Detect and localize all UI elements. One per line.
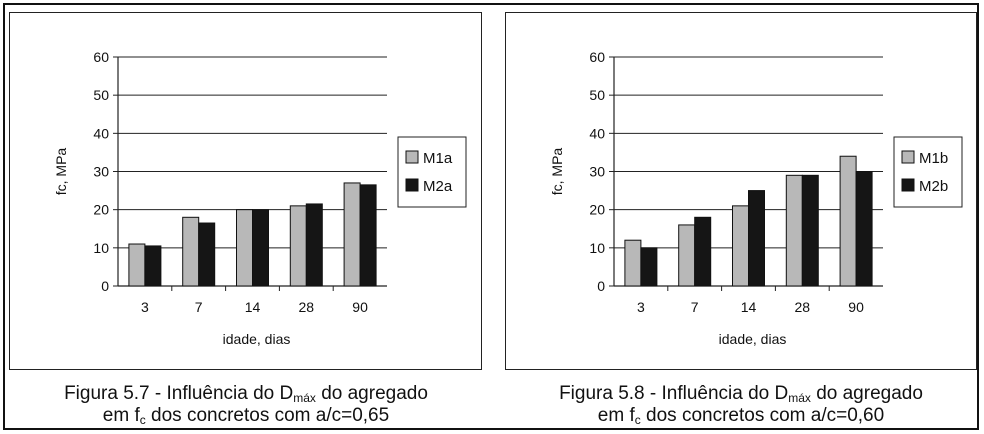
x-tick-label: 28 — [795, 299, 811, 315]
y-tick-label: 10 — [93, 240, 109, 256]
x-tick-label: 14 — [245, 299, 261, 315]
bar-m2a — [359, 184, 377, 287]
bar-m1b — [732, 205, 749, 287]
legend-label: M1b — [919, 150, 948, 167]
y-tick-label: 0 — [597, 278, 605, 294]
bar-m1a — [236, 209, 253, 287]
y-tick-label: 20 — [589, 202, 605, 218]
caption-text: do agregado — [810, 383, 923, 404]
bar-m2a — [144, 245, 162, 287]
caption-text: Figura 5.7 - Influência do D — [64, 383, 294, 404]
bar-m1a — [343, 182, 361, 287]
legend-swatch — [405, 150, 419, 164]
bar-m1a — [128, 243, 146, 287]
caption-subscript: c — [634, 413, 641, 427]
chart-figure-5-8: 0 10 20 30 40 50 60 3 7 14 28 90 idade, dias fc, MPa M… — [505, 12, 977, 370]
bar-m1a — [289, 205, 307, 287]
bar-m2a — [252, 209, 269, 287]
x-tick-label: 90 — [848, 299, 864, 315]
bar-m2b — [801, 174, 819, 287]
bar-m2a — [198, 222, 216, 287]
caption-text: em f — [102, 405, 140, 426]
caption-line-1: Figura 5.7 - Influência do Dmáx do agreg… — [0, 383, 492, 405]
y-tick-label: 0 — [101, 278, 109, 294]
x-tick-label: 3 — [637, 299, 645, 315]
caption-subscript: máx — [788, 391, 811, 405]
bar-m1b — [785, 174, 803, 287]
bar-m2b — [640, 247, 658, 287]
caption-text: em f — [597, 405, 635, 426]
y-tick-label: 60 — [589, 49, 605, 65]
y-axis-label: fc, MPa — [53, 148, 69, 196]
x-tick-label: 28 — [299, 299, 315, 315]
y-tick-label: 60 — [93, 49, 109, 65]
y-tick-label: 30 — [589, 164, 605, 180]
bar-m2a — [305, 203, 323, 287]
bar-m2b — [748, 190, 765, 287]
chart-figure-5-7: 0 10 20 30 40 50 60 3 7 14 28 90 idade, dias fc, MPa M… — [9, 12, 482, 370]
legend-label: M2a — [423, 178, 453, 195]
y-tick-label: 10 — [589, 240, 605, 256]
y-axis-label: fc, MPa — [549, 148, 565, 196]
bar-m2b — [855, 171, 873, 287]
x-axis-label: idade, dias — [719, 331, 787, 347]
legend-box — [397, 136, 467, 208]
x-tick-label: 90 — [352, 299, 368, 315]
y-tick-label: 40 — [93, 125, 109, 141]
bar-m2b — [694, 216, 712, 287]
x-tick-label: 7 — [691, 299, 699, 315]
caption-line-2: em fc dos concretos com a/c=0,65 — [0, 405, 492, 427]
caption-line-2: em fc dos concretos com a/c=0,60 — [498, 405, 984, 427]
caption-figure-5-8: Figura 5.8 - Influência do Dmáx do agreg… — [498, 383, 984, 427]
caption-subscript: máx — [293, 391, 316, 405]
y-tick-label: 40 — [589, 125, 605, 141]
legend-swatch — [901, 150, 915, 164]
bar-m1b — [624, 239, 642, 287]
legend-label: M1a — [423, 150, 453, 167]
legend-label: M2b — [919, 178, 948, 195]
caption-line-1: Figura 5.8 - Influência do Dmáx do agreg… — [498, 383, 984, 405]
bar-m1b — [678, 224, 696, 287]
x-tick-label: 3 — [141, 299, 149, 315]
caption-subscript: c — [139, 413, 146, 427]
x-tick-label: 7 — [195, 299, 203, 315]
x-tick-label: 14 — [741, 299, 757, 315]
x-axis-label: idade, dias — [223, 331, 291, 347]
caption-text: Figura 5.8 - Influência do D — [559, 383, 789, 404]
bar-m1b — [839, 155, 857, 287]
legend-swatch — [901, 178, 915, 192]
y-tick-label: 30 — [93, 164, 109, 180]
bar-m1a — [182, 216, 200, 287]
legend-box — [893, 136, 963, 208]
legend-swatch — [405, 178, 419, 192]
y-tick-label: 50 — [93, 87, 109, 103]
caption-text: dos concretos com a/c=0,65 — [145, 405, 390, 426]
caption-text: dos concretos com a/c=0,60 — [640, 405, 885, 426]
caption-figure-5-7: Figura 5.7 - Influência do Dmáx do agreg… — [0, 383, 492, 427]
caption-text: do agregado — [315, 383, 428, 404]
y-tick-label: 50 — [589, 87, 605, 103]
y-tick-label: 20 — [93, 202, 109, 218]
